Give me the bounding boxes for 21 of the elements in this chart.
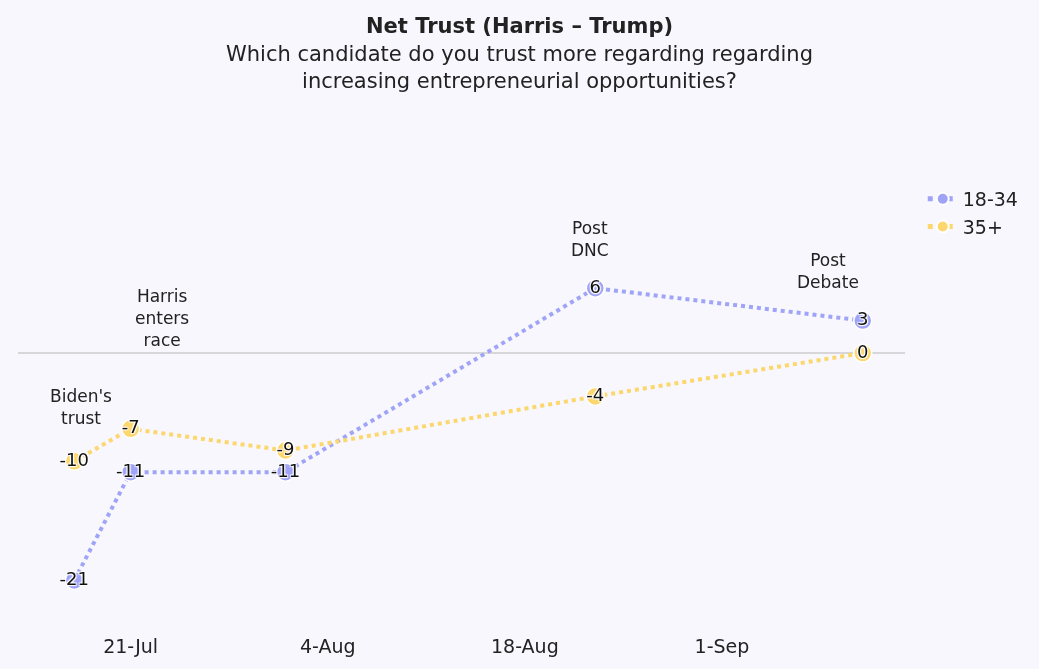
- annotation: Harris enters race: [135, 286, 190, 351]
- chart-subtitle: Which candidate do you trust more regarding regarding increasing entrepreneurial opportunities?: [226, 41, 813, 94]
- x-tick-label: 21-Jul: [103, 635, 159, 657]
- x-tick-label: 18-Aug: [491, 635, 559, 657]
- x-tick-label: 4-Aug: [299, 635, 356, 657]
- data-label: -9: [276, 438, 295, 459]
- legend-label: 35+: [962, 215, 1003, 238]
- x-tick-label: 1-Sep: [694, 635, 750, 657]
- annotation: Biden's trust: [50, 386, 113, 429]
- data-label: -4: [586, 383, 605, 405]
- data-label: 3: [857, 308, 869, 330]
- data-label: 6: [589, 275, 601, 297]
- data-label: -21: [59, 567, 90, 589]
- data-label: -11: [115, 459, 146, 481]
- data-label: 0: [857, 340, 869, 362]
- data-label: -11: [270, 459, 301, 481]
- legend-label: 18-34: [962, 188, 1018, 211]
- chart-title: Net Trust (Harris – Trump): [365, 14, 674, 39]
- annotation: Post Debate: [797, 250, 859, 293]
- data-label: -7: [121, 416, 140, 438]
- text: Post DNC: [571, 218, 609, 261]
